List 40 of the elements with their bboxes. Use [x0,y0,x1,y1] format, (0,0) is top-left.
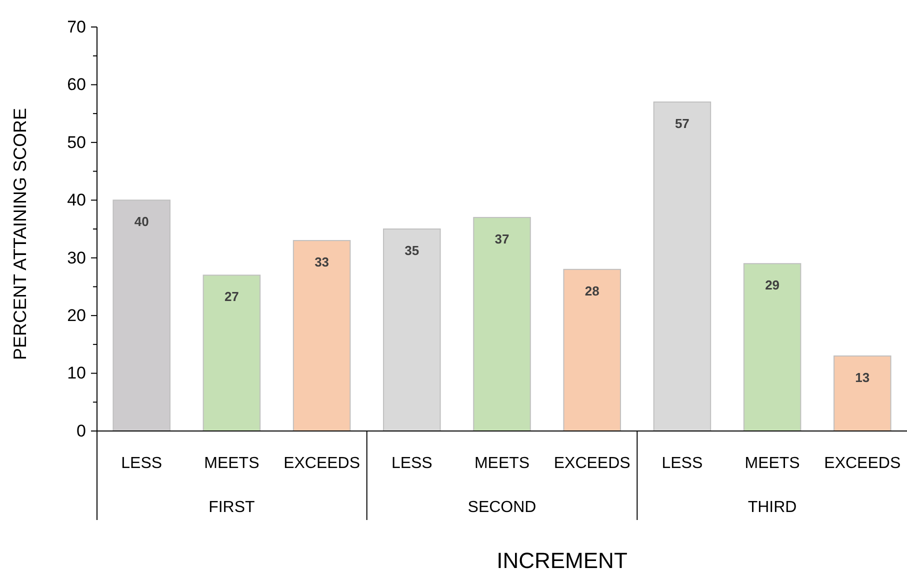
x-axis-title: INCREMENT [496,548,628,571]
bar [202,274,261,432]
x-tick-label: LESS [391,455,432,472]
bar [473,216,531,432]
x-tick-label: MEETS [204,455,260,472]
bar [834,355,892,432]
data-label: 35 [404,243,420,258]
x-tick-label: LESS [121,455,162,472]
bar [743,263,802,432]
x-tick-label: EXCEEDS [284,455,360,472]
data-label: 57 [674,116,690,132]
y-tick-label: 70 [67,17,86,36]
data-label: 29 [765,278,780,293]
bar [112,200,170,432]
text: SECOND [468,499,536,516]
x-tick-label: MEETS [474,455,530,472]
y-tick-label: 0 [76,421,86,440]
y-tick-label: 20 [67,306,86,326]
data-label: 40 [134,214,149,230]
x-tick-label: LESS [662,455,703,472]
x-tick-label: EXCEEDS [554,455,630,472]
y-tick-label: 40 [67,190,86,210]
data-label: 37 [494,231,510,246]
bar [563,268,621,432]
y-tick-label: 30 [67,248,86,268]
data-label: 28 [584,283,600,298]
bar [383,228,441,432]
x-tick-label: EXCEEDS [824,455,901,472]
data-label: 27 [224,289,239,304]
bar [292,240,351,432]
text: THIRD [748,499,797,516]
text: FIRST [208,499,256,516]
x-tick-label: MEETS [744,455,800,472]
y-axis-title: PERCENT ATTAINING SCORE [10,108,30,360]
bar [653,102,712,432]
y-tick-label: 10 [67,364,86,383]
y-tick-label: 60 [67,75,86,94]
data-label: 33 [314,254,330,270]
y-tick-label: 50 [67,132,86,152]
data-label: 13 [855,370,870,385]
